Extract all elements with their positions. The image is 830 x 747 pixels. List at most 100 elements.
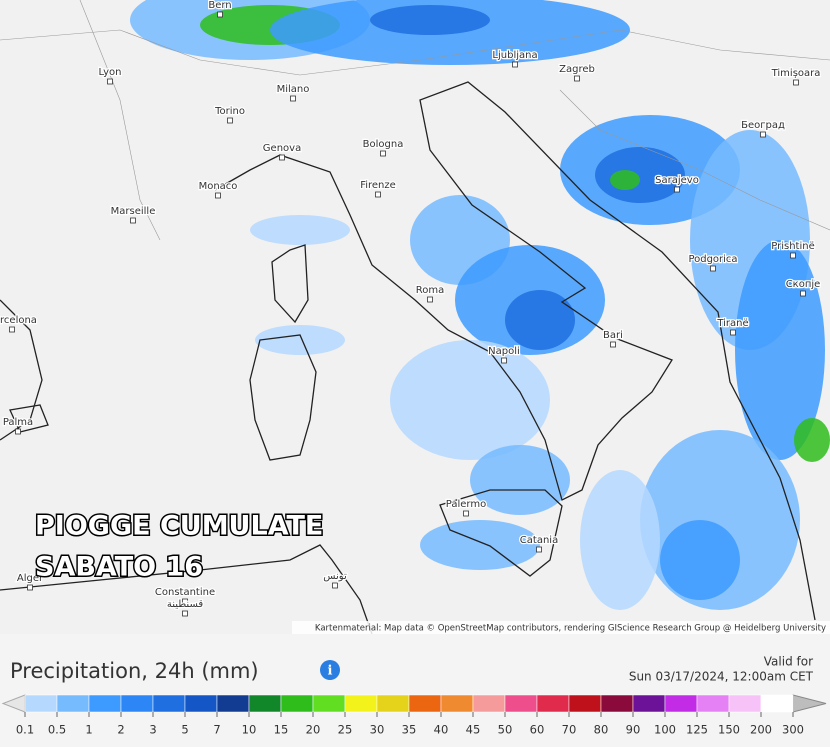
legend-swatch	[88, 694, 122, 713]
overlay-title: PIOGGE CUMULATE	[35, 511, 323, 542]
legend-swatch	[344, 694, 378, 713]
city-marker	[182, 610, 188, 617]
legend-swatch	[248, 694, 282, 713]
legend-tick-label: 5	[181, 723, 188, 737]
valid-label: Valid for	[764, 655, 813, 669]
precip-area	[250, 215, 350, 245]
city-marker	[227, 117, 233, 124]
legend: Precipitation, 24h (mm) i Valid for Sun …	[0, 634, 830, 747]
legend-tick-label: 30	[370, 723, 385, 737]
city-marker	[793, 79, 799, 86]
info-icon[interactable]: i	[320, 660, 340, 680]
legend-tick-label: 2	[117, 723, 124, 737]
legend-tick-label: 200	[750, 723, 772, 737]
legend-tick-label: 70	[562, 723, 577, 737]
legend-swatch	[664, 694, 698, 713]
city-marker	[730, 329, 736, 336]
city-label: Ljubljana	[492, 50, 537, 61]
city-label: Bologna	[363, 139, 404, 150]
legend-swatch	[280, 694, 314, 713]
city-label: Barcelona	[0, 315, 37, 326]
city-marker	[574, 75, 580, 82]
city-label: Lyon	[98, 67, 121, 78]
city-label: Prishtinë	[771, 241, 814, 252]
legend-swatch	[152, 694, 186, 713]
city-label: Sarajevo	[655, 175, 699, 186]
city-marker	[332, 582, 338, 589]
svg-text:i: i	[328, 664, 333, 679]
legend-tick-label: 45	[466, 723, 481, 737]
city-marker	[217, 11, 223, 18]
map: Bern Lyon Milano Torino Genova Bologna Monaco F…	[0, 0, 830, 634]
city-marker	[375, 191, 381, 198]
attribution: Kartenmaterial: Map data © OpenStreetMap…	[315, 624, 826, 634]
city-label: Скопје	[786, 278, 821, 290]
city-marker	[610, 341, 616, 348]
legend-swatch	[472, 694, 506, 713]
legend-swatch	[632, 694, 666, 713]
legend-swatch	[568, 694, 602, 713]
legend-swatch	[408, 694, 442, 713]
city-marker	[512, 61, 518, 68]
city-label: Torino	[214, 106, 245, 117]
coastlines	[0, 81, 816, 634]
city-marker	[427, 296, 433, 303]
legend-swatch	[56, 694, 90, 713]
precip-area	[505, 290, 575, 350]
city-label: Timișoara	[771, 68, 821, 79]
city-marker	[710, 265, 716, 272]
precip-area	[470, 445, 570, 515]
precipitation	[130, 0, 830, 610]
legend-tick-label: 3	[149, 723, 156, 737]
city-label: Monaco	[199, 181, 238, 192]
city-label: Zagreb	[559, 64, 595, 75]
legend-tick-label: 25	[338, 723, 353, 737]
city-marker	[15, 428, 21, 435]
valid-time: Sun 03/17/2024, 12:00am CET	[629, 670, 814, 684]
legend-swatch	[24, 694, 58, 713]
city-marker	[800, 290, 806, 297]
city-label: Tiranë	[716, 318, 748, 329]
legend-tick-label: 10	[242, 723, 257, 737]
city-marker	[380, 150, 386, 157]
city-label: Genova	[263, 143, 301, 154]
legend-tick-label: 40	[434, 723, 449, 737]
city-marker	[536, 546, 542, 553]
city-label: Podgorica	[688, 254, 737, 265]
city-label: Constantine	[155, 587, 215, 598]
city-label: تونس	[323, 571, 347, 582]
city-marker	[463, 510, 469, 517]
legend-swatch	[760, 694, 794, 713]
borders	[0, 0, 830, 241]
city-marker	[130, 217, 136, 224]
legend-tick-label: 0.5	[48, 723, 66, 737]
legend-tick-label: 20	[306, 723, 321, 737]
legend-tick-label: 15	[274, 723, 289, 737]
city-marker	[279, 154, 285, 161]
legend-swatch	[696, 694, 730, 713]
city-label: Marseille	[111, 206, 156, 217]
legend-tick-label: 35	[402, 723, 417, 737]
city-labels: Bern Lyon Milano Torino Genova Bologna Monaco F…	[0, 0, 822, 617]
city-marker	[760, 131, 766, 138]
city-label: Milano	[277, 84, 310, 95]
precip-area	[420, 520, 540, 570]
legend-tick-label: 80	[594, 723, 609, 737]
city-label: Bern	[208, 0, 231, 11]
legend-swatch	[120, 694, 154, 713]
precip-area	[794, 418, 830, 462]
city-label: Alger	[17, 573, 44, 584]
legend-title: Precipitation, 24h (mm)	[10, 659, 259, 683]
legend-tick-label: 100	[654, 723, 676, 737]
precip-area	[370, 5, 490, 35]
city-label: Catania	[520, 535, 558, 546]
city-label: Napoli	[488, 346, 520, 357]
legend-tick-label: 125	[686, 723, 708, 737]
legend-tick-label: 300	[782, 723, 804, 737]
precip-area	[595, 147, 685, 203]
legend-tick-label: 1	[85, 723, 92, 737]
city-label: Palma	[3, 417, 33, 428]
legend-swatch	[184, 694, 218, 713]
legend-swatch	[440, 694, 474, 713]
